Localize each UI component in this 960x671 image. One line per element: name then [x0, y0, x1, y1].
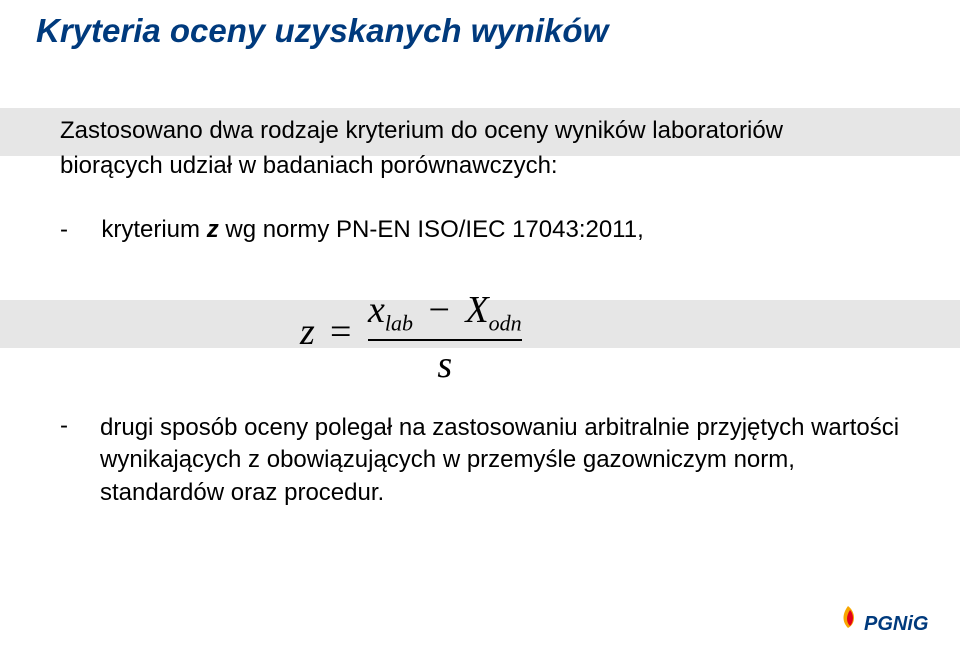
bullet-2-dash: -: [60, 412, 100, 509]
eq-num-bigx: X: [465, 289, 488, 331]
page-title: Kryteria oceny uzyskanych wyników: [36, 12, 608, 50]
eq-num-x: x: [368, 289, 385, 331]
eq-equals: =: [330, 310, 351, 354]
eq-num-x-sub: lab: [385, 311, 413, 336]
eq-z: z: [300, 310, 315, 354]
eq-fraction-line: [368, 339, 522, 341]
eq-num-bigx-sub: odn: [489, 311, 522, 336]
intro-text: Zastosowano dwa rodzaje kryterium do oce…: [60, 114, 880, 184]
bullet-1-dash: -: [60, 216, 68, 243]
bullet-1-pre: kryterium: [101, 216, 206, 243]
logo: PGNiG: [834, 600, 930, 653]
bullet-2-text: drugi sposób oceny polegał na zastosowan…: [100, 412, 900, 509]
flame-icon: [844, 606, 855, 628]
bullet-1-z: z: [207, 216, 219, 243]
logo-text: PGNiG: [864, 613, 928, 635]
bullet-1-post: wg normy PN-EN ISO/IEC 17043:2011,: [219, 216, 644, 243]
bullet-1: - kryterium z wg normy PN-EN ISO/IEC 170…: [60, 216, 644, 244]
eq-den-s: s: [437, 344, 452, 386]
bullet-2: - drugi sposób oceny polegał na zastosow…: [60, 412, 900, 509]
eq-minus: −: [423, 289, 456, 331]
